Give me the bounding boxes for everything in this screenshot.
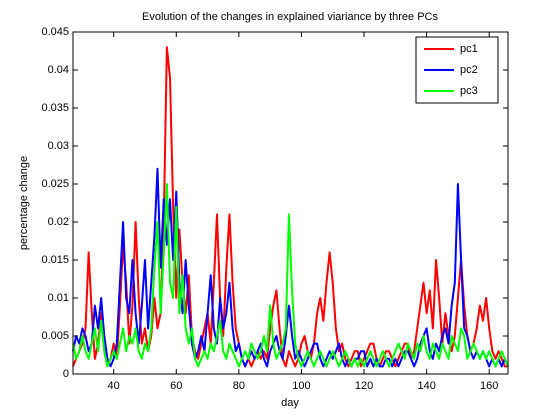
axes-box — [72, 31, 509, 375]
y-tick-label: 0.03 — [48, 140, 69, 152]
y-tick-label: 0.04 — [48, 64, 69, 76]
y-tick-label: 0.015 — [41, 254, 69, 266]
y-tick-label: 0.005 — [41, 330, 69, 342]
legend-label: pc3 — [460, 85, 478, 97]
y-axis-label: percentage change — [18, 156, 30, 250]
x-tick-label: 140 — [417, 380, 435, 392]
x-tick-label: 100 — [292, 380, 310, 392]
x-axis-label: day — [281, 397, 299, 409]
chart-title: Evolution of the changes in explained vi… — [142, 11, 438, 23]
x-tick-label: 160 — [480, 380, 498, 392]
legend-label: pc1 — [460, 43, 478, 55]
y-tick-label: 0.045 — [41, 26, 69, 38]
data-line — [72, 167, 509, 368]
data-line — [72, 183, 509, 368]
y-tick-label: 0 — [63, 368, 69, 380]
legend-label: pc2 — [460, 64, 478, 76]
data-line — [72, 46, 508, 368]
x-tick-label: 40 — [108, 380, 120, 392]
y-tick-label: 0.035 — [41, 102, 69, 114]
y-tick-label: 0.025 — [41, 178, 69, 190]
y-tick-label: 0.01 — [48, 292, 69, 304]
x-tick-label: 60 — [170, 380, 182, 392]
x-tick-label: 80 — [233, 380, 245, 392]
x-tick-label: 120 — [355, 380, 373, 392]
y-tick-label: 0.02 — [48, 216, 69, 228]
